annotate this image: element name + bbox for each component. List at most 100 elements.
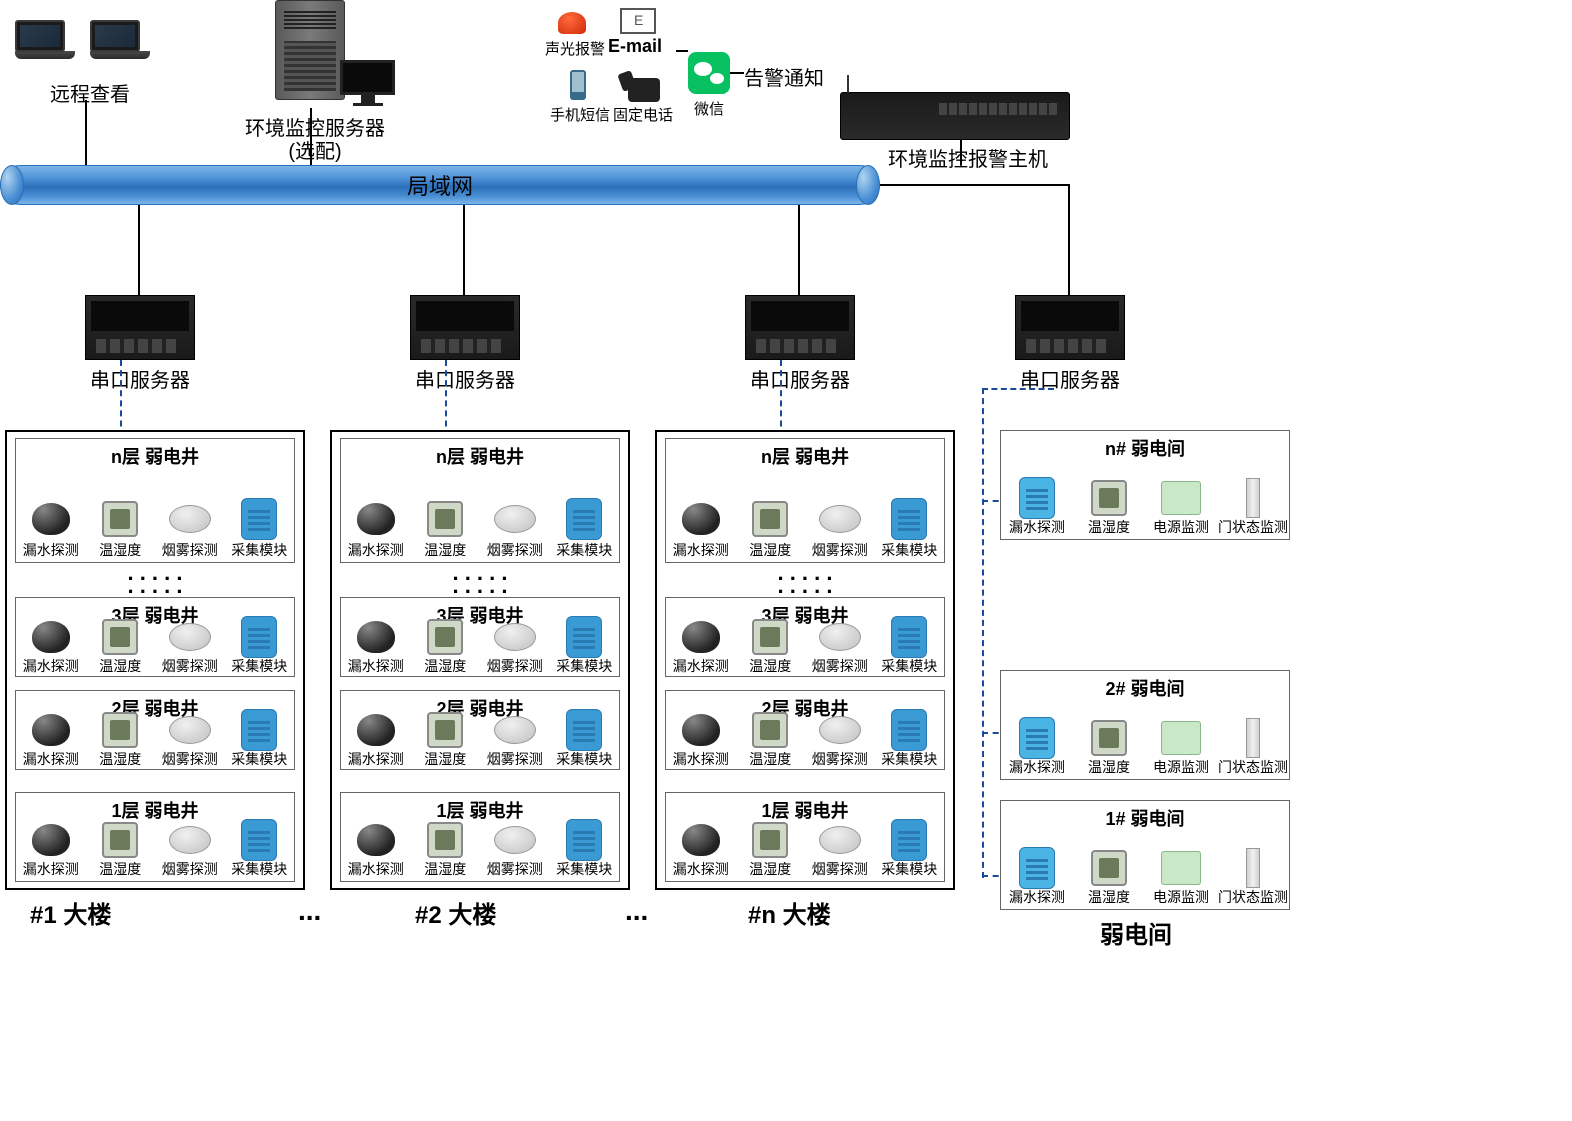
collect-module-icon [241, 616, 277, 658]
leak-sensor-icon [682, 503, 720, 535]
serial-server-icon [410, 295, 520, 360]
sensor-label: 温湿度 [86, 859, 156, 879]
top-section: 远程查看 环境监控服务器 (选配) 声光报警 E-mail 手机短信 固定电话 … [0, 0, 1572, 165]
collect-module-icon [891, 616, 927, 658]
sensor-label: 烟雾探测 [480, 656, 550, 676]
alarm-host-icon [840, 92, 1070, 140]
smoke-sensor-icon [494, 505, 536, 533]
collect-module-icon [566, 709, 602, 751]
temp-sensor-icon [1091, 720, 1127, 756]
wechat-label: 微信 [686, 98, 732, 119]
sensor-label: 采集模块 [225, 859, 295, 879]
floor-title: n层 弱电井 [16, 439, 294, 469]
floor-box: n层 弱电井 漏水探测温湿度烟雾探测采集模块 [665, 438, 945, 563]
collect-module-icon [241, 819, 277, 861]
collect-module-icon [566, 498, 602, 540]
door-sensor-icon [1246, 848, 1260, 888]
sensor-label: 漏水探测 [1001, 757, 1073, 777]
wechat-icon [688, 52, 730, 94]
dots: . . . . .. . . . . [7, 566, 303, 592]
sensor-label: 温湿度 [1073, 887, 1145, 907]
leak-sensor-icon [682, 824, 720, 856]
floor-box: 2层 弱电井 漏水探测温湿度烟雾探测采集模块 [665, 690, 945, 770]
smoke-sensor-icon [819, 716, 861, 744]
room-box: n# 弱电间 漏水探测 温湿度 电源监测 门状态监测 [1000, 430, 1290, 540]
sensor-label: 烟雾探测 [805, 540, 875, 560]
temp-sensor-icon [752, 822, 788, 858]
room-box: 1# 弱电间 漏水探测 温湿度 电源监测 门状态监测 [1000, 800, 1290, 910]
collect-module-icon [891, 498, 927, 540]
sensor-label: 采集模块 [875, 859, 945, 879]
smoke-sensor-icon [494, 623, 536, 651]
sensor-label: 温湿度 [736, 749, 806, 769]
floor-box: 1层 弱电井 漏水探测温湿度烟雾探测采集模块 [340, 792, 620, 882]
sensor-label: 温湿度 [736, 656, 806, 676]
building-n-box: n层 弱电井 漏水探测温湿度烟雾探测采集模块 . . . . .. . . . … [655, 430, 955, 890]
sensor-label: 漏水探测 [1001, 517, 1073, 537]
envelope-icon [620, 8, 656, 34]
sensor-label: 电源监测 [1145, 757, 1217, 777]
smoke-sensor-icon [819, 505, 861, 533]
sms-label: 手机短信 [545, 104, 615, 125]
ellipsis: ... [298, 895, 321, 927]
collect-module-icon [891, 709, 927, 751]
floor-box: 1层 弱电井 漏水探测 温湿度 烟雾探测 采集模块 [15, 792, 295, 882]
sensor-label: 漏水探测 [341, 656, 411, 676]
sensor-label: 烟雾探测 [480, 859, 550, 879]
floor-box: 2层 弱电井 漏水探测温湿度烟雾探测采集模块 [340, 690, 620, 770]
sensor-label: 漏水探测 [666, 540, 736, 560]
temp-sensor-icon [752, 619, 788, 655]
room-title: n# 弱电间 [1001, 431, 1289, 461]
sensor-label: 采集模块 [550, 859, 620, 879]
leak-sensor-icon [357, 503, 395, 535]
email-label: E-mail [608, 36, 662, 57]
power-mon-icon [1161, 481, 1201, 515]
sensor-label: 门状态监测 [1217, 887, 1289, 907]
floor-box: 2层 弱电井 漏水探测 温湿度 烟雾探测 采集模块 [15, 690, 295, 770]
sensor-label: 温湿度 [411, 859, 481, 879]
floor-box: 3层 弱电井 漏水探测温湿度烟雾探测采集模块 [665, 597, 945, 677]
laptop-icon [15, 20, 75, 60]
floor-box: 3层 弱电井 漏水探测 温湿度 烟雾探测 采集模块 [15, 597, 295, 677]
monitor-icon [340, 60, 395, 100]
collect-module-icon [566, 819, 602, 861]
door-sensor-icon [1246, 718, 1260, 758]
smoke-sensor-icon [819, 623, 861, 651]
sensor-label: 漏水探测 [341, 859, 411, 879]
sensor-label: 漏水探测 [666, 749, 736, 769]
connector-line [880, 184, 1070, 186]
dashed-connector [982, 388, 1054, 390]
leak-sensor-icon [32, 824, 70, 856]
sensor-label: 采集模块 [225, 749, 295, 769]
sensor-label: 温湿度 [86, 749, 156, 769]
temp-sensor-icon [427, 501, 463, 537]
connector-line [463, 205, 465, 295]
floor-title: n层 弱电井 [666, 439, 944, 469]
sensor-label: 漏水探测 [1001, 887, 1073, 907]
sensor-label: 漏水探测 [666, 656, 736, 676]
smoke-sensor-icon [169, 826, 211, 854]
smoke-sensor-icon [494, 716, 536, 744]
temp-sensor-icon [427, 712, 463, 748]
sensor-label: 烟雾探测 [155, 540, 225, 560]
connector-line [960, 140, 962, 165]
room-title: 2# 弱电间 [1001, 671, 1289, 701]
floor-title: n层 弱电井 [341, 439, 619, 469]
sensor-label: 漏水探测 [16, 540, 86, 560]
laptop-icon [90, 20, 150, 60]
smoke-sensor-icon [819, 826, 861, 854]
dots: . . . . .. . . . . [332, 566, 628, 592]
sensor-label: 门状态监测 [1217, 517, 1289, 537]
room-box: 2# 弱电间 漏水探测 温湿度 电源监测 门状态监测 [1000, 670, 1290, 780]
door-sensor-icon [1246, 478, 1260, 518]
building-1-box: n层 弱电井 漏水探测 温湿度 烟雾探测 采集模块 . . . . .. . .… [5, 430, 305, 890]
temp-sensor-icon [752, 712, 788, 748]
sensor-label: 漏水探测 [16, 859, 86, 879]
sensor-label: 采集模块 [225, 656, 295, 676]
alarm-light-icon [558, 12, 586, 34]
sensor-label: 采集模块 [550, 656, 620, 676]
connector-line [138, 205, 140, 295]
serial-server-label: 串口服务器 [85, 364, 195, 393]
floor-box: 3层 弱电井 漏水探测温湿度烟雾探测采集模块 [340, 597, 620, 677]
collect-module-icon [241, 709, 277, 751]
